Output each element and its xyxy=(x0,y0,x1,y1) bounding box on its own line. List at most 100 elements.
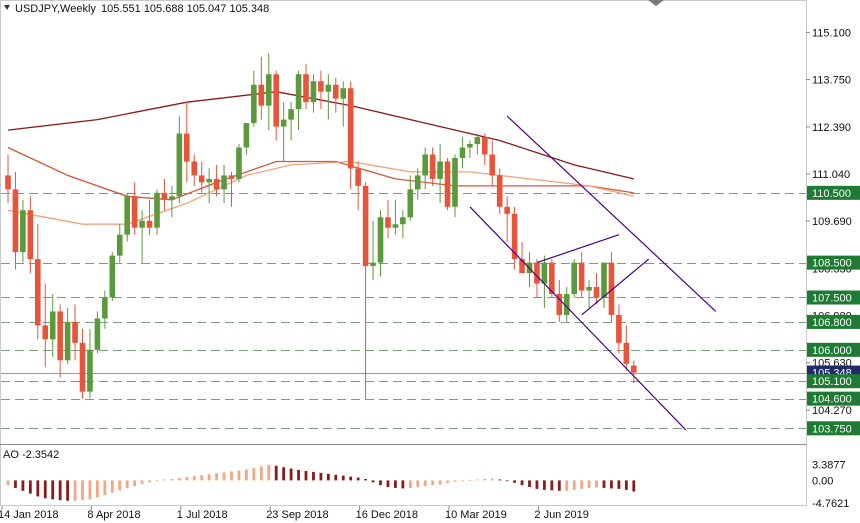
candle-body xyxy=(549,262,555,295)
candle-body xyxy=(169,196,175,200)
price-tick-label: 113.750 xyxy=(812,74,851,86)
ao-bar xyxy=(51,480,55,500)
ao-bar xyxy=(133,480,137,487)
candle xyxy=(273,70,279,141)
level-label-text: 106.800 xyxy=(812,317,852,329)
candle xyxy=(474,133,481,155)
candle-body xyxy=(72,321,78,343)
ao-bar xyxy=(319,472,323,481)
ao-bar xyxy=(423,480,427,487)
ao-bar xyxy=(140,480,144,485)
ao-bar xyxy=(364,478,367,481)
candle-body xyxy=(280,119,287,127)
candle xyxy=(213,164,220,197)
candle-body xyxy=(251,84,257,124)
ao-bar xyxy=(431,480,435,486)
candle xyxy=(414,168,421,200)
candle-body xyxy=(20,210,26,253)
candle xyxy=(333,77,339,113)
ao-bar xyxy=(379,480,382,486)
ao-bar xyxy=(595,480,598,488)
ao-bar xyxy=(535,480,539,489)
candle-body xyxy=(631,365,637,373)
candle xyxy=(534,259,540,298)
ao-bar xyxy=(550,480,554,491)
candle-body xyxy=(102,297,108,319)
candle xyxy=(340,81,347,127)
trend-line xyxy=(536,234,620,264)
candle-body xyxy=(94,318,101,350)
candle xyxy=(392,199,399,235)
date-tick-label: 10 Mar 2019 xyxy=(445,509,507,521)
level-label: 105.100 xyxy=(807,374,860,389)
level-label: 104.600 xyxy=(807,391,860,406)
price-axis: 115.100113.750112.390111.040109.690108.3… xyxy=(806,27,852,417)
candle-body xyxy=(139,220,145,228)
symbol-label[interactable]: USDJPY,Weekly xyxy=(15,3,96,15)
candle-body xyxy=(49,311,56,340)
candle-body xyxy=(429,154,436,179)
level-label-bg xyxy=(807,391,860,406)
candle xyxy=(79,328,86,399)
level-label-bg xyxy=(807,255,860,270)
ao-bar xyxy=(394,480,397,488)
candle xyxy=(407,175,414,221)
candle xyxy=(206,168,212,204)
candle xyxy=(541,255,548,308)
level-label-bg xyxy=(807,342,860,357)
ao-bar xyxy=(185,477,189,481)
symbol-dropdown-icon[interactable] xyxy=(4,5,10,10)
level-label-bg xyxy=(807,185,860,200)
ao-bar xyxy=(505,480,509,482)
ao-bar xyxy=(587,480,591,488)
candle-body xyxy=(623,342,630,364)
candle-body xyxy=(154,192,160,228)
candle xyxy=(362,182,369,399)
ao-bar xyxy=(200,475,204,481)
candle-body xyxy=(184,133,190,162)
ao-bar xyxy=(416,480,420,488)
candle xyxy=(243,123,250,155)
ao-bar xyxy=(446,480,449,484)
price-tick-label: 115.100 xyxy=(812,27,851,39)
ao-label: AO -2.3542 xyxy=(3,449,59,461)
candle xyxy=(221,164,227,204)
candles xyxy=(5,53,637,399)
level-label-bg xyxy=(807,374,860,389)
ao-bar xyxy=(632,480,636,492)
candle xyxy=(355,161,361,211)
candle xyxy=(623,325,630,371)
ao-bar xyxy=(326,473,330,481)
price-tick-label: 112.390 xyxy=(812,122,851,134)
candle xyxy=(489,140,496,186)
candle xyxy=(429,147,436,186)
candle-body xyxy=(511,213,518,260)
candle-body xyxy=(161,192,168,200)
candle xyxy=(124,192,130,242)
candle-body xyxy=(467,144,473,148)
ao-histogram xyxy=(6,464,636,501)
candle xyxy=(496,168,503,214)
candle-body xyxy=(228,175,235,179)
trend-line xyxy=(469,206,687,431)
level-label: 110.500 xyxy=(807,185,860,200)
candle xyxy=(444,157,451,211)
candle-body xyxy=(64,321,71,361)
candle xyxy=(258,56,265,120)
candle xyxy=(422,147,428,190)
date-tick-label: 14 Jan 2018 xyxy=(0,509,59,521)
level-label-bg xyxy=(807,314,860,329)
candle-body xyxy=(146,220,153,228)
ao-bar xyxy=(490,478,494,481)
candle-body xyxy=(347,88,354,169)
chart-shift-marker-icon[interactable] xyxy=(648,0,664,6)
candle-body xyxy=(340,88,347,99)
candle xyxy=(482,133,488,165)
ao-bar xyxy=(580,480,584,489)
candle xyxy=(459,137,466,169)
candle xyxy=(35,224,41,340)
candle xyxy=(184,102,190,183)
candle-body xyxy=(414,175,421,190)
candle-body xyxy=(57,311,63,361)
candle-body xyxy=(519,259,525,274)
